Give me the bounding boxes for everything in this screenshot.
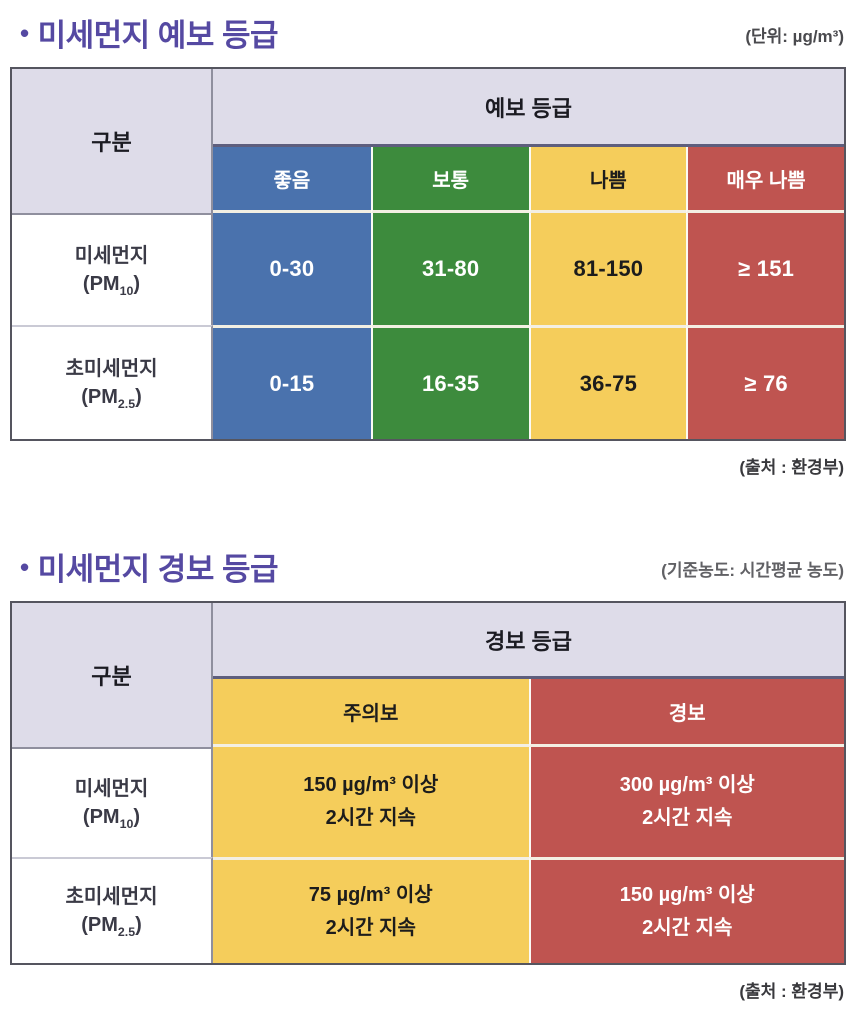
alert-unit-note: (기준농도: 시간평균 농도) [661, 560, 844, 580]
forecast-source-note: (출처 : 환경부) [739, 458, 844, 477]
row-label-pm25-name: 초미세먼지 [65, 886, 158, 908]
pm10-good-value: 0-30 [213, 213, 371, 325]
pm25-good-value: 0-15 [213, 325, 371, 439]
bullet-icon: • [20, 551, 29, 582]
forecast-section: • 미세먼지 예보 등급 (단위: µg/m³) 구분 예보 등급 좋음 보통 … [10, 10, 846, 478]
row-label-pm25-name: 초미세먼지 [65, 358, 158, 380]
row-label-pm10: 미세먼지 (PM10) [12, 747, 213, 857]
row-label-pm25: 초미세먼지 (PM2.5) [12, 325, 213, 439]
alert-section-header: • 미세먼지 경보 등급 (기준농도: 시간평균 농도) [20, 544, 844, 589]
alert-source-note: (출처 : 환경부) [739, 982, 844, 1001]
row-label-pm10-code: (PM10) [82, 273, 141, 298]
row-label-pm10-name: 미세먼지 [74, 245, 149, 267]
col-header-warning: 경보 [528, 679, 844, 747]
forecast-title-text: 미세먼지 예보 등급 [37, 18, 279, 53]
pm25-warning-criteria: 150 µg/m³ 이상 2시간 지속 [528, 857, 844, 963]
forecast-section-title: • 미세먼지 예보 등급 [20, 10, 279, 55]
row-label-pm10: 미세먼지 (PM10) [12, 213, 213, 325]
alert-table: 구분 경보 등급 주의보 경보 미세먼지 (PM10) 150 µg/m³ 이상… [10, 601, 846, 965]
row-label-pm25: 초미세먼지 (PM2.5) [12, 857, 213, 963]
row-label-pm10-code: (PM10) [82, 806, 141, 831]
pm25-normal-value: 16-35 [370, 325, 529, 439]
col-header-good: 좋음 [213, 147, 371, 213]
row-label-pm10-name: 미세먼지 [74, 778, 149, 800]
alert-group-header: 경보 등급 [213, 603, 844, 679]
pm10-bad-value: 81-150 [528, 213, 687, 325]
forecast-group-header: 예보 등급 [213, 69, 844, 147]
col-header-very-bad: 매우 나쁨 [686, 147, 844, 213]
pm25-watch-criteria: 75 µg/m³ 이상 2시간 지속 [213, 857, 529, 963]
col-header-watch: 주의보 [213, 679, 529, 747]
alert-corner-header: 구분 [12, 603, 213, 747]
pm10-normal-value: 31-80 [370, 213, 529, 325]
forecast-section-header: • 미세먼지 예보 등급 (단위: µg/m³) [20, 10, 844, 55]
row-label-pm25-code: (PM2.5) [81, 914, 142, 939]
forecast-table: 구분 예보 등급 좋음 보통 나쁨 매우 나쁨 미세먼지 (PM10) 0-30… [10, 67, 846, 441]
pm10-watch-criteria: 150 µg/m³ 이상 2시간 지속 [213, 747, 529, 857]
pm10-warning-criteria: 300 µg/m³ 이상 2시간 지속 [528, 747, 844, 857]
alert-section: • 미세먼지 경보 등급 (기준농도: 시간평균 농도) 구분 경보 등급 주의… [10, 544, 846, 1002]
alert-title-text: 미세먼지 경보 등급 [37, 552, 279, 587]
row-label-pm25-code: (PM2.5) [81, 386, 142, 411]
pm10-very-bad-value: ≥ 151 [686, 213, 844, 325]
col-header-normal: 보통 [370, 147, 529, 213]
forecast-unit-note: (단위: µg/m³) [745, 26, 844, 46]
forecast-corner-header: 구분 [12, 69, 213, 213]
col-header-bad: 나쁨 [528, 147, 687, 213]
pm25-bad-value: 36-75 [528, 325, 687, 439]
bullet-icon: • [20, 17, 29, 48]
alert-section-title: • 미세먼지 경보 등급 [20, 544, 279, 589]
pm25-very-bad-value: ≥ 76 [686, 325, 844, 439]
